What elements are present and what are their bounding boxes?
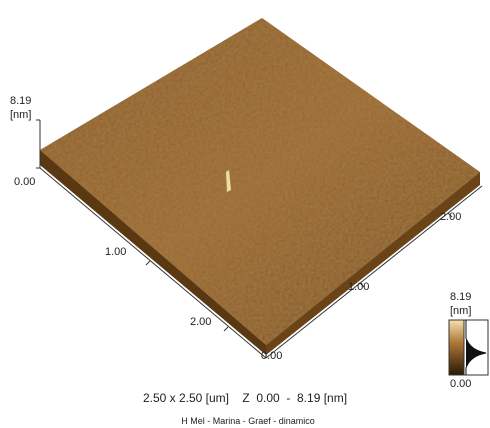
right-end: 2.00 [440, 211, 461, 223]
colorbar-min: 0.00 [450, 378, 471, 390]
footer: H Mel - Marina - Graef - dinamico [181, 416, 315, 426]
z-max: 8.19 [10, 95, 31, 107]
colorbar-max: 8.19 [450, 291, 471, 303]
surface [40, 18, 480, 345]
front-end: 2.00 [190, 316, 211, 328]
z-min: 0.00 [14, 176, 35, 188]
z-unit: [nm] [10, 109, 31, 121]
front-start: 0.00 [261, 350, 282, 362]
caption: 2.50 x 2.50 [um] Z 0.00 - 8.19 [nm] [143, 391, 347, 405]
afm-view: 8.19 [nm] 0.00 0.00 1.00 2.00 1.00 2.00 … [0, 0, 490, 428]
colorbar-unit: [nm] [450, 305, 471, 317]
right-mid: 1.00 [348, 281, 369, 293]
colorbar [449, 320, 464, 375]
front-mid: 1.00 [105, 246, 126, 258]
